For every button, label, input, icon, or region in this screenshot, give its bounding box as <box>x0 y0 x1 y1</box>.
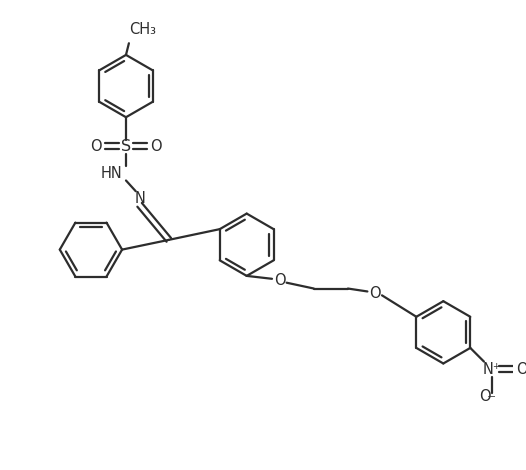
Text: O: O <box>90 139 102 154</box>
Text: ⁻: ⁻ <box>487 392 496 409</box>
Text: O: O <box>274 273 286 288</box>
Text: O: O <box>369 286 381 301</box>
Text: N⁺: N⁺ <box>482 362 501 377</box>
Text: O: O <box>479 389 491 404</box>
Text: O: O <box>516 362 526 377</box>
Text: HN: HN <box>100 166 122 181</box>
Text: S: S <box>121 139 131 154</box>
Text: CH₃: CH₃ <box>129 23 156 38</box>
Text: O: O <box>150 139 162 154</box>
Text: N: N <box>134 191 145 206</box>
